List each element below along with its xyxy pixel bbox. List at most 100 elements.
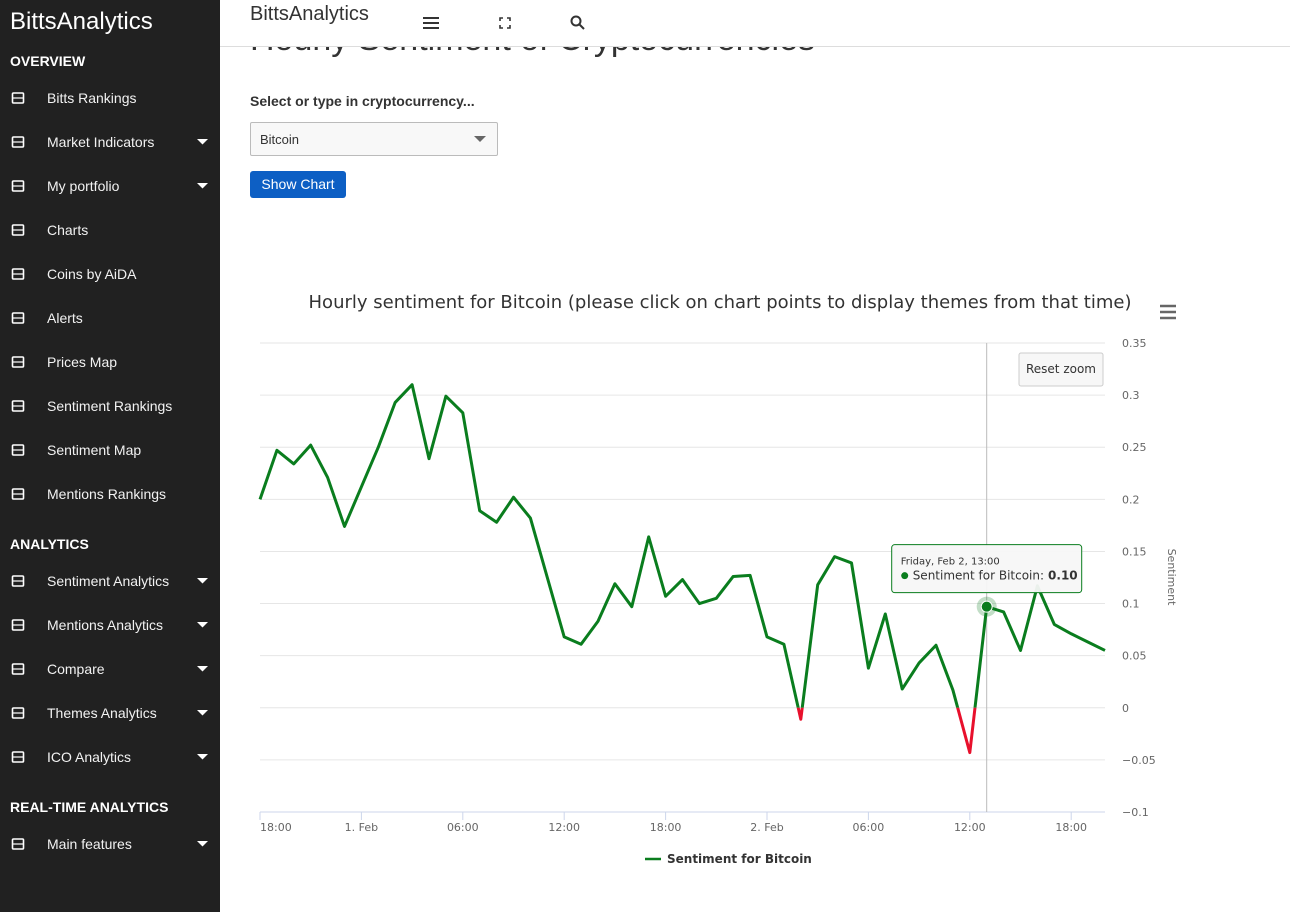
sidebar: BittsAnalytics OVERVIEW Bitts Rankings Mar… [0,0,220,912]
y-tick-label: 0.35 [1122,337,1147,350]
expand-caret[interactable] [197,710,208,716]
y-tick-label: −0.05 [1122,754,1156,767]
tooltip-series: Sentiment for Bitcoin: [913,569,1044,583]
nav-item[interactable]: My portfolio [0,164,220,208]
show-chart-button[interactable]: Show Chart [250,171,346,198]
nav-icon [11,180,25,192]
nav-item[interactable]: Prices Map [0,340,220,384]
tooltip-box [891,544,1083,594]
nav-item[interactable]: Sentiment Analytics [0,559,220,603]
x-tick-label: 12:00 [954,821,986,834]
chart-title: Hourly sentiment for Bitcoin (please cli… [309,292,1132,313]
header-title: BittsAnalytics [250,3,369,25]
crypto-select[interactable]: Bitcoin [250,122,498,156]
y-tick-label: 0 [1122,702,1129,715]
nav-item[interactable]: Bitts Rankings [0,76,220,120]
expand-caret[interactable] [197,183,208,189]
nav-item[interactable]: Mentions Analytics [0,603,220,647]
nav-icon [11,575,25,587]
nav-label: Alerts [47,310,83,326]
reset-zoom-button[interactable]: Reset zoom [1018,352,1104,387]
x-tick-label: 1. Feb [345,821,378,834]
y-tick-label: 0.05 [1122,650,1147,663]
nav-icon [11,488,25,500]
chart: Hourly sentiment for Bitcoin (please cli… [258,292,1178,866]
nav-item[interactable]: Sentiment Rankings [0,384,220,428]
expand-caret[interactable] [197,622,208,628]
nav-label: Sentiment Analytics [47,573,170,589]
nav-icon [11,92,25,104]
nav-item[interactable]: Charts [0,208,220,252]
nav: OVERVIEW Bitts Rankings Market Indicators M… [0,46,220,866]
tooltip-dot [901,572,909,580]
brand[interactable]: BittsAnalytics [10,8,153,35]
chart-menu[interactable] [1160,304,1176,320]
nav-item[interactable]: Coins by AiDA [0,252,220,296]
nav-icon [11,356,25,368]
expand-caret[interactable] [197,578,208,584]
nav-label: Main features [47,836,132,852]
y-tick-label: −0.1 [1122,806,1149,819]
hover-marker [980,600,993,613]
menu-icon[interactable] [423,17,439,29]
nav-icon [11,751,25,763]
y-tick-label: 0.25 [1122,441,1147,454]
nav-label: Themes Analytics [47,705,157,721]
y-tick-label: 0.3 [1122,389,1140,402]
nav-item[interactable]: Sentiment Map [0,428,220,472]
nav-label: Mentions Rankings [47,486,167,502]
nav-label: Compare [47,661,105,677]
nav-label: Bitts Rankings [47,90,137,106]
nav-icon [11,268,25,280]
nav-icon [11,838,25,850]
x-tick-label: 06:00 [853,821,885,834]
x-tick-label: 18:00 [1055,821,1087,834]
nav-icon [11,136,25,148]
nav-label: Coins by AiDA [47,266,137,282]
nav-icon [11,707,25,719]
nav-item[interactable]: Themes Analytics [0,691,220,735]
nav-item[interactable]: ICO Analytics [0,735,220,779]
nav-label: Prices Map [47,354,118,370]
x-tick-label: 06:00 [447,821,479,834]
nav-item[interactable]: Market Indicators [0,120,220,164]
nav-icon [11,400,25,412]
nav-icon [11,444,25,456]
nav-label: Mentions Analytics [47,617,163,633]
expand-caret[interactable] [197,139,208,145]
x-tick-label: 2. Feb [750,821,783,834]
section-title: ANALYTICS [10,536,89,552]
series-line [258,383,1106,708]
y-tick-label: 0.15 [1122,545,1147,558]
x-tick-label: 18:00 [650,821,682,834]
nav-item[interactable]: Main features [0,822,220,866]
nav-label: Sentiment Map [47,442,142,458]
nav-label: My portfolio [47,178,120,194]
nav-item[interactable]: Compare [0,647,220,691]
series-line-negative [796,707,977,755]
select-value: Bitcoin [260,132,300,147]
y-tick-label: 0.2 [1122,493,1140,506]
expand-caret[interactable] [197,754,208,760]
nav-item[interactable]: Mentions Rankings [0,472,220,516]
nav-icon [11,312,25,324]
tooltip-value: 0.10 [1048,569,1078,583]
reset-zoom-box [1018,352,1104,387]
section-title: OVERVIEW [10,53,86,69]
nav-item[interactable]: Alerts [0,296,220,340]
expand-caret[interactable] [197,841,208,847]
expand-caret[interactable] [197,666,208,672]
nav-label: Sentiment Rankings [47,398,173,414]
nav-label: Market Indicators [47,134,155,150]
tooltip-text: Sentiment for Bitcoin: 0.10 [913,569,1078,583]
y-tick-label: 0.1 [1122,598,1140,611]
fullscreen-icon[interactable] [499,17,511,29]
y-axis-title: Sentiment [1165,549,1178,607]
legend-label: Sentiment for Bitcoin [667,852,812,866]
x-tick-label: 12:00 [548,821,580,834]
reset-zoom-label: Reset zoom [1026,362,1096,376]
nav-icon [11,224,25,236]
search-icon[interactable] [570,15,585,30]
nav-label: Charts [47,222,89,238]
